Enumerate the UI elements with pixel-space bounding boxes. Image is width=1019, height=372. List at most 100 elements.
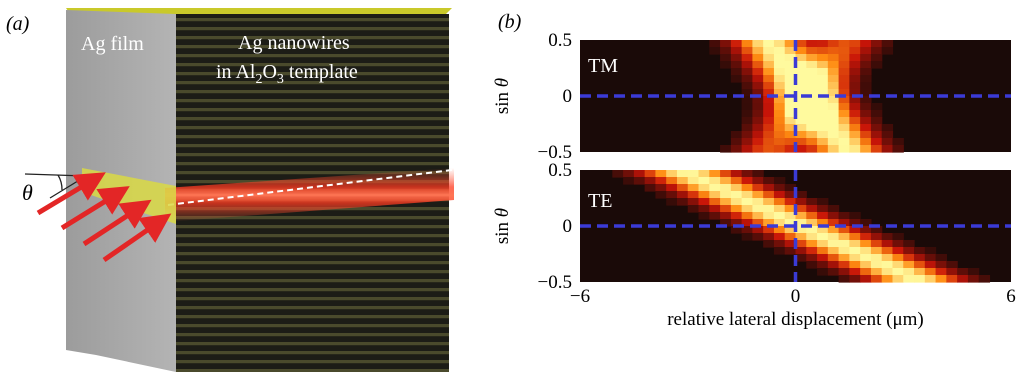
heatmap-cell bbox=[935, 275, 947, 283]
heatmap-cell bbox=[870, 117, 883, 125]
heatmap-cell bbox=[849, 47, 861, 55]
heatmap-cell bbox=[914, 275, 926, 283]
heatmap-cell bbox=[763, 219, 775, 227]
heatmap-cell bbox=[817, 68, 829, 76]
heatmap-cell bbox=[806, 47, 818, 55]
panel-a-label: (a) bbox=[6, 13, 30, 35]
heatmap-cell bbox=[838, 254, 850, 262]
heatmap-cell bbox=[784, 54, 797, 62]
heatmap-cell bbox=[827, 268, 840, 276]
heatmap-cell bbox=[817, 138, 829, 146]
heatmap-cell bbox=[838, 124, 850, 132]
heatmap-cell bbox=[978, 275, 991, 283]
heatmap-cell bbox=[806, 226, 818, 234]
heatmap-cell bbox=[795, 254, 807, 262]
heatmap-cell bbox=[870, 268, 883, 276]
heatmap-cell bbox=[914, 247, 926, 255]
heatmap-cell bbox=[903, 247, 915, 255]
heatmap-cell bbox=[892, 268, 904, 276]
heatmap-tm-ytick-label: −0.5 bbox=[538, 142, 572, 163]
heatmap-cell bbox=[698, 205, 710, 213]
heatmap-cell bbox=[860, 40, 872, 48]
heatmap-cell bbox=[946, 275, 958, 283]
heatmap-cell bbox=[741, 61, 754, 69]
heatmap-cell bbox=[827, 240, 840, 248]
heatmap-cell bbox=[784, 212, 797, 220]
heatmap-cell bbox=[752, 198, 764, 206]
heatmap-cell bbox=[773, 40, 786, 48]
heatmap-cell bbox=[838, 233, 850, 241]
heatmap-cell bbox=[957, 275, 969, 283]
heatmap-cell bbox=[838, 145, 850, 153]
heatmap-cell bbox=[763, 191, 775, 199]
heatmap-cell bbox=[860, 261, 872, 269]
heatmap-cell bbox=[817, 75, 829, 83]
heatmap-cell bbox=[849, 103, 861, 111]
heatmap-cell bbox=[763, 226, 775, 234]
heatmap-cell bbox=[784, 191, 797, 199]
heatmap-cell bbox=[860, 68, 872, 76]
heatmap-cell bbox=[881, 268, 894, 276]
heatmap-cell bbox=[666, 177, 678, 185]
heatmap-cell bbox=[827, 205, 840, 213]
heatmap-cell bbox=[957, 268, 969, 276]
heatmap-cell bbox=[827, 233, 840, 241]
heatmap-cell bbox=[914, 254, 926, 262]
heatmap-cell bbox=[730, 145, 743, 153]
heatmap-cell bbox=[752, 219, 764, 227]
heatmap-cell bbox=[752, 145, 764, 153]
heatmap-cell bbox=[752, 184, 764, 192]
heatmap-cell bbox=[741, 184, 754, 192]
heatmap-cell bbox=[752, 226, 764, 234]
heatmap-cell bbox=[795, 68, 807, 76]
heatmap-cell bbox=[806, 233, 818, 241]
heatmap-cell bbox=[817, 254, 829, 262]
heatmap-cell bbox=[870, 275, 883, 283]
heatmap-cell bbox=[903, 240, 915, 248]
heatmap-cell bbox=[849, 212, 861, 220]
heatmap-cell bbox=[752, 124, 764, 132]
heatmap-cell bbox=[795, 40, 807, 48]
heatmap-cell bbox=[849, 89, 861, 97]
heatmap-cell bbox=[935, 268, 947, 276]
heatmap-cell bbox=[720, 177, 732, 185]
heatmap-cell bbox=[773, 54, 786, 62]
heatmap-cell bbox=[730, 138, 743, 146]
heatmap-cell bbox=[687, 205, 700, 213]
heatmap-cell bbox=[881, 275, 894, 283]
heatmap-cell bbox=[752, 96, 764, 104]
heatmap-cell bbox=[860, 219, 872, 227]
heatmap-cell bbox=[752, 205, 764, 213]
heatmap-cell bbox=[806, 96, 818, 104]
heatmap-cell bbox=[720, 198, 732, 206]
heatmap-cell bbox=[784, 226, 797, 234]
heatmap-cell bbox=[817, 54, 829, 62]
heatmap-cell bbox=[849, 138, 861, 146]
beam-axis-dashed-line bbox=[167, 169, 453, 206]
heatmap-cell bbox=[817, 205, 829, 213]
heatmap-cell bbox=[709, 205, 721, 213]
heatmap-cell bbox=[644, 170, 657, 178]
heatmap-cell bbox=[827, 117, 840, 125]
heatmap-cell bbox=[741, 47, 754, 55]
heatmap-cell bbox=[741, 219, 754, 227]
heatmap-cell bbox=[795, 61, 807, 69]
heatmap-cell bbox=[838, 219, 850, 227]
panel-b: (b) TM 0.5 0 −0.5 sin θ TE 0.5 0 −0.5 si… bbox=[492, 11, 1016, 330]
heatmap-cell bbox=[827, 145, 840, 153]
heatmap-cell bbox=[784, 184, 797, 192]
heatmap-cell bbox=[827, 68, 840, 76]
heatmap-cell bbox=[881, 40, 894, 48]
heatmap-cell bbox=[903, 275, 915, 283]
heatmap-cell bbox=[773, 247, 786, 255]
heatmap-cell bbox=[773, 75, 786, 83]
heatmap-cell bbox=[773, 117, 786, 125]
heatmap-cell bbox=[795, 103, 807, 111]
heatmap-cell bbox=[817, 145, 829, 153]
heatmap-cell bbox=[903, 254, 915, 262]
heatmap-cell bbox=[763, 138, 775, 146]
xtick-label: −6 bbox=[570, 286, 590, 307]
heatmap-cell bbox=[784, 198, 797, 206]
heatmap-cell bbox=[763, 184, 775, 192]
heatmap-cell bbox=[860, 124, 872, 132]
